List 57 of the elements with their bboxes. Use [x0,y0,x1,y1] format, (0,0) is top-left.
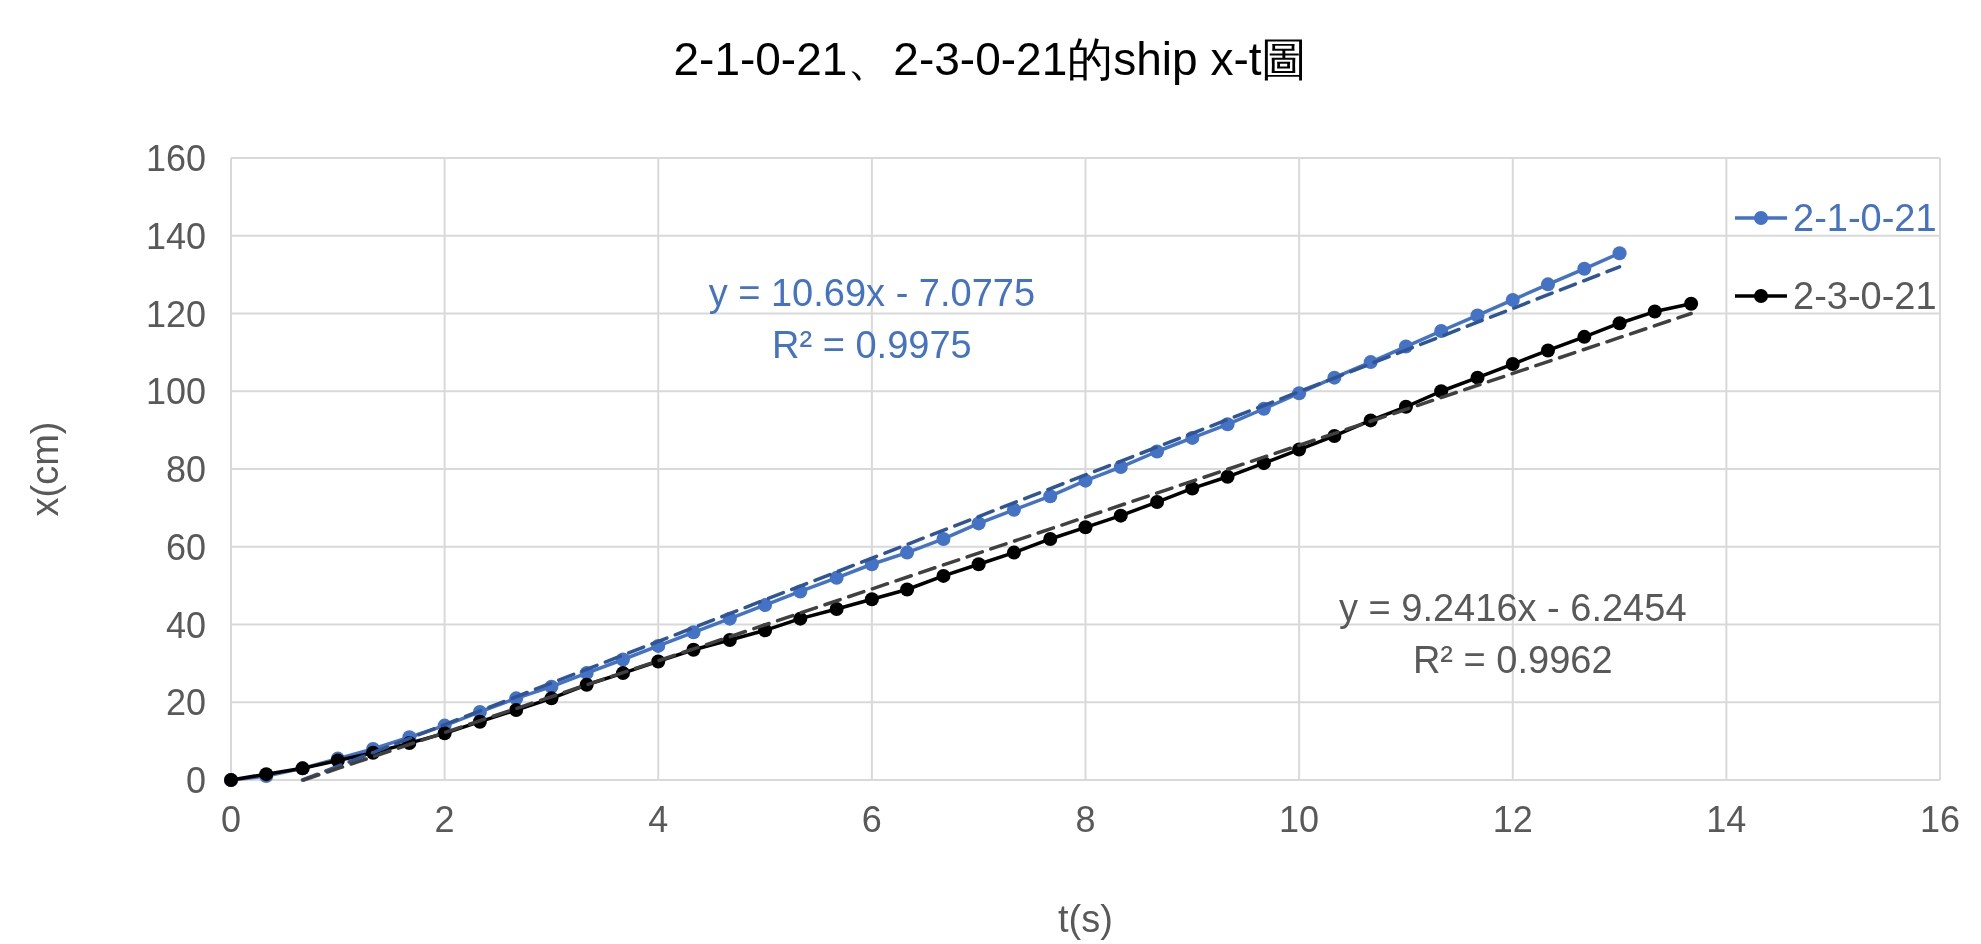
point [1043,489,1058,504]
point [1505,292,1520,307]
point [829,601,844,616]
point [1612,246,1627,261]
y-tick-label: 20 [165,682,206,724]
point [1113,508,1128,523]
point [1505,357,1520,372]
y-tick-label: 60 [165,526,206,568]
y-axis-title: x(cm) [24,421,66,517]
annotation: R² = 0.9962 [1412,638,1613,681]
annotation: R² = 0.9975 [772,323,972,366]
x-axis-title: t(s) [1058,898,1113,940]
point [1150,495,1165,510]
point [1684,296,1699,311]
legend-label: 2-3-0-21 [1793,275,1937,317]
x-tick-label: 14 [1706,799,1747,840]
point [971,516,986,531]
point [971,557,986,572]
point [936,568,951,583]
point [793,611,808,626]
point [900,545,915,560]
point [864,592,879,607]
y-tick-label: 40 [165,604,206,646]
point [936,531,951,546]
point [758,598,773,613]
legend-label: 2-1-0-21 [1793,197,1937,239]
point [1541,343,1555,358]
point [829,570,844,585]
x-tick-label: 4 [648,799,669,840]
point [1078,520,1093,535]
chart-title: 2-1-0-21、2-3-0-21的ship x-t圖 [673,33,1308,85]
y-tick-label: 0 [185,760,206,801]
x-tick-label: 16 [1919,799,1961,840]
point [1006,502,1021,517]
point [1541,277,1555,292]
y-tick-label: 140 [145,215,206,257]
point [1470,370,1485,385]
point [1220,469,1235,484]
y-tick-label: 160 [145,138,206,179]
point [1043,531,1058,546]
y-tick-label: 100 [145,371,206,413]
point [1647,304,1662,319]
point [900,582,915,597]
y-tick-label: 80 [165,449,206,490]
annotation: y = 9.2416x - 6.2454 [1339,586,1687,629]
annotation: y = 10.69x - 7.0775 [708,271,1036,314]
x-tick-label: 10 [1279,799,1320,840]
point [1577,261,1592,276]
x-tick-label: 8 [1075,799,1096,840]
point [1612,316,1627,331]
point [1577,329,1592,344]
x-tick-label: 0 [220,799,242,840]
x-tick-label: 2 [434,799,455,840]
point [1006,545,1021,560]
x-tick-label: 12 [1492,799,1533,840]
x-tick-label: 6 [861,799,882,840]
y-tick-label: 120 [145,293,206,335]
